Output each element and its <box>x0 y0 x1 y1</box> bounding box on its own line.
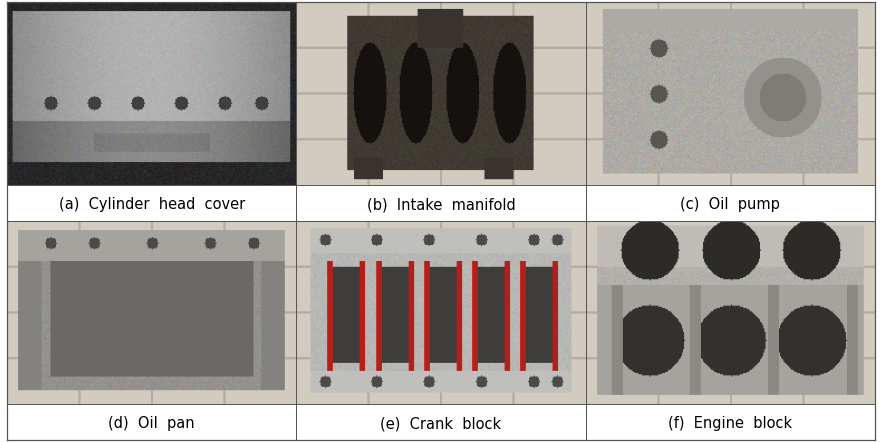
Text: (f)  Engine  block: (f) Engine block <box>669 416 792 431</box>
Text: (c)  Oil  pump: (c) Oil pump <box>680 197 781 212</box>
Text: (d)  Oil  pan: (d) Oil pan <box>108 416 195 431</box>
Text: (b)  Intake  manifold: (b) Intake manifold <box>367 197 515 212</box>
Text: (e)  Crank  block: (e) Crank block <box>380 416 502 431</box>
Text: (a)  Cylinder  head  cover: (a) Cylinder head cover <box>58 197 245 212</box>
